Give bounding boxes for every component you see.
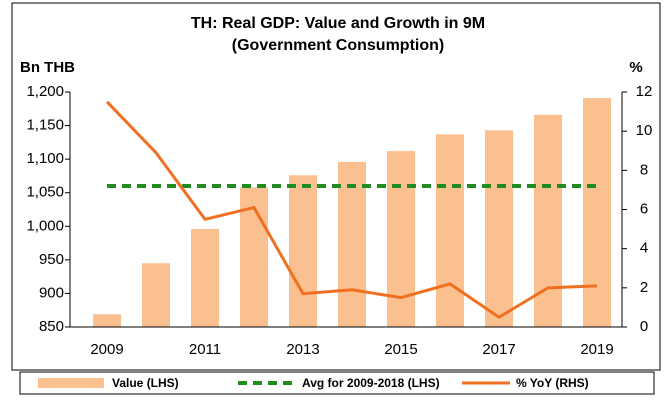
- y2-tick-label: 12: [636, 83, 653, 100]
- y2-tick-label: 8: [640, 161, 648, 178]
- y-tick-label: 1,050: [26, 184, 64, 201]
- x-tick-label: 2009: [90, 341, 123, 358]
- bar: [142, 263, 170, 327]
- x-tick-label: 2013: [286, 341, 319, 358]
- y2-tick-label: 4: [640, 240, 648, 257]
- x-tick-label: 2015: [384, 341, 417, 358]
- bar: [583, 98, 611, 328]
- y2-tick-label: 6: [640, 200, 648, 217]
- legend-label: Value (LHS): [112, 376, 179, 390]
- y2-axis-label: %: [629, 59, 642, 76]
- bar: [191, 228, 219, 327]
- yoy-line: [105, 100, 598, 319]
- y-tick-label: 1,200: [26, 83, 64, 100]
- y-tick-label: 1,000: [26, 217, 64, 234]
- y-tick-label: 1,100: [26, 150, 64, 167]
- y-axis-label: Bn THB: [20, 59, 75, 76]
- bar: [485, 130, 513, 327]
- legend-swatch: [38, 378, 104, 388]
- y-tick-label: 850: [39, 318, 64, 335]
- x-tick-label: 2019: [580, 341, 613, 358]
- bar: [93, 314, 121, 327]
- y2-tick-label: 0: [640, 318, 648, 335]
- y2-tick-label: 10: [636, 122, 653, 139]
- y-tick-label: 950: [39, 251, 64, 268]
- bar: [534, 114, 562, 327]
- legend-label: Avg for 2009-2018 (LHS): [302, 376, 440, 390]
- bar: [289, 175, 317, 327]
- bar: [387, 151, 415, 327]
- legend-label: % YoY (RHS): [516, 376, 589, 390]
- chart-title: TH: Real GDP: Value and Growth in 9M: [191, 15, 485, 32]
- legend-frame: [19, 371, 655, 395]
- y2-tick-label: 2: [640, 279, 648, 296]
- y-tick-label: 900: [39, 284, 64, 301]
- chart-subtitle: (Government Consumption): [232, 37, 444, 54]
- bar: [338, 161, 366, 327]
- y-tick-label: 1,150: [26, 117, 64, 134]
- x-tick-label: 2011: [189, 341, 221, 358]
- bar: [436, 134, 464, 327]
- x-tick-label: 2017: [482, 341, 515, 358]
